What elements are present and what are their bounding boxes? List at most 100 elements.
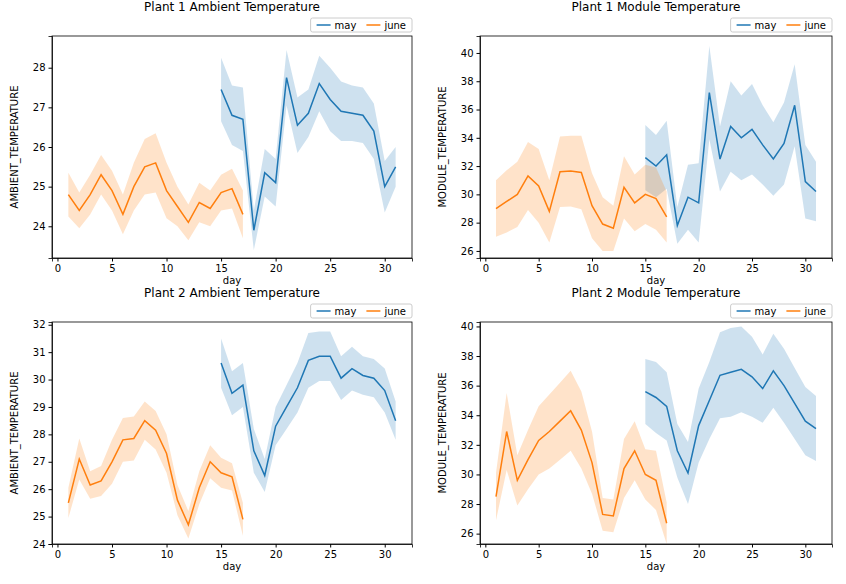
y-tick-mark [49,489,53,490]
x-tick: 30 [379,544,392,560]
y-tick: 28 [33,62,52,73]
y-tick-label: 38 [461,76,474,87]
x-axis-line [53,259,413,262]
chart-title: Plant 2 Module Temperature [572,286,741,300]
marks [68,332,395,539]
y-tick-mark [477,445,481,446]
y-tick: 40 [461,321,480,332]
x-tick-label: 10 [161,549,174,560]
y-tick: 38 [461,76,480,87]
x-tick: 20 [270,258,283,274]
x-tick-mark [752,258,753,262]
x-tick-mark [539,544,540,548]
x-tick: 25 [324,544,337,560]
y-tick: 38 [461,351,480,362]
y-axis-title: AMBIENT_TEMPERATURE [9,86,21,209]
x-tick-mark [485,258,486,262]
x-tick-mark [805,544,806,548]
y-tick-label: 28 [461,217,474,228]
y-axis: 2628303234363840 [461,321,481,544]
legend-swatch [366,310,380,312]
legend: may june [311,304,412,318]
legend-item: may [737,306,777,317]
y-axis-title: MODULE_TEMPERATURE [437,372,449,493]
x-tick-mark [385,544,386,548]
y-tick-label: 34 [461,410,474,421]
x-tick-label: 25 [324,263,337,274]
x-tick-label: 30 [799,263,812,274]
x-tick-label: 30 [379,549,392,560]
x-tick-label: 10 [586,263,599,274]
x-tick-mark [112,544,113,548]
x-tick-label: 30 [799,549,812,560]
y-tick-label: 27 [33,456,46,467]
y-tick: 24 [33,221,52,232]
y-tick-label: 34 [461,133,474,144]
x-tick: 20 [693,544,706,560]
y-tick-label: 32 [461,161,474,172]
y-axis-line [49,323,53,545]
y-tick-mark [49,68,53,69]
legend: mayjune [731,304,832,318]
legend: mayjune [731,18,832,32]
y-axis-line [49,37,53,259]
legend-label: may [335,306,357,317]
plot-frame [480,322,832,544]
legend-frame [731,18,832,32]
legend-label: june [383,306,406,317]
x-tick-label: 15 [215,549,228,560]
y-tick-mark [49,380,53,381]
x-tick-label: 15 [215,263,228,274]
legend-item: june [786,306,826,317]
x-axis-line [53,545,413,548]
x-tick-mark [699,544,700,548]
y-tick-mark [477,386,481,387]
legend-frame [311,304,412,318]
y-tick-mark [477,166,481,167]
confidence-band [221,332,396,492]
y-tick-mark [49,187,53,188]
x-tick-label: 5 [109,263,115,274]
y-tick: 32 [461,161,480,172]
x-tick: 5 [536,258,542,274]
y-tick-label: 26 [33,484,46,495]
x-tick: 5 [109,544,115,560]
y-tick-mark [49,544,53,545]
x-axis-line [481,545,833,548]
x-tick-mark [592,544,593,548]
series-line [645,369,816,473]
y-tick-label: 26 [461,246,474,257]
x-tick: 0 [483,258,489,274]
x-axis: 051015202530 [481,258,833,274]
x-tick-mark [592,258,593,262]
x-tick-mark [330,258,331,262]
y-tick-mark [49,517,53,518]
figure: 0510152025302425262728Plant 1 Ambient Te… [0,0,846,584]
y-axis: 2628303234363840 [461,37,481,259]
x-tick-mark [112,258,113,262]
x-tick-mark [539,258,540,262]
y-tick-label: 28 [33,62,46,73]
y-tick-mark [477,223,481,224]
x-tick: 5 [536,544,542,560]
y-tick: 24 [33,539,52,550]
x-tick: 30 [799,544,812,560]
subplot: 0510152025302628303234363840Plant 1 Modu… [437,0,833,286]
y-tick-label: 30 [33,374,46,385]
x-tick: 10 [586,544,599,560]
x-tick-mark [57,258,58,262]
x-tick: 10 [161,258,174,274]
legend-label: may [335,20,357,31]
y-tick: 34 [461,410,480,421]
x-tick-mark [221,258,222,262]
x-tick-label: 5 [536,549,542,560]
y-tick-mark [477,356,481,357]
legend-swatch [737,310,751,312]
plot-frame [480,36,832,258]
y-axis-line [477,323,481,545]
legend-frame [731,304,832,318]
x-tick-label: 10 [586,549,599,560]
x-tick: 10 [161,544,174,560]
x-tick-label: 0 [55,549,61,560]
y-tick-mark [477,81,481,82]
